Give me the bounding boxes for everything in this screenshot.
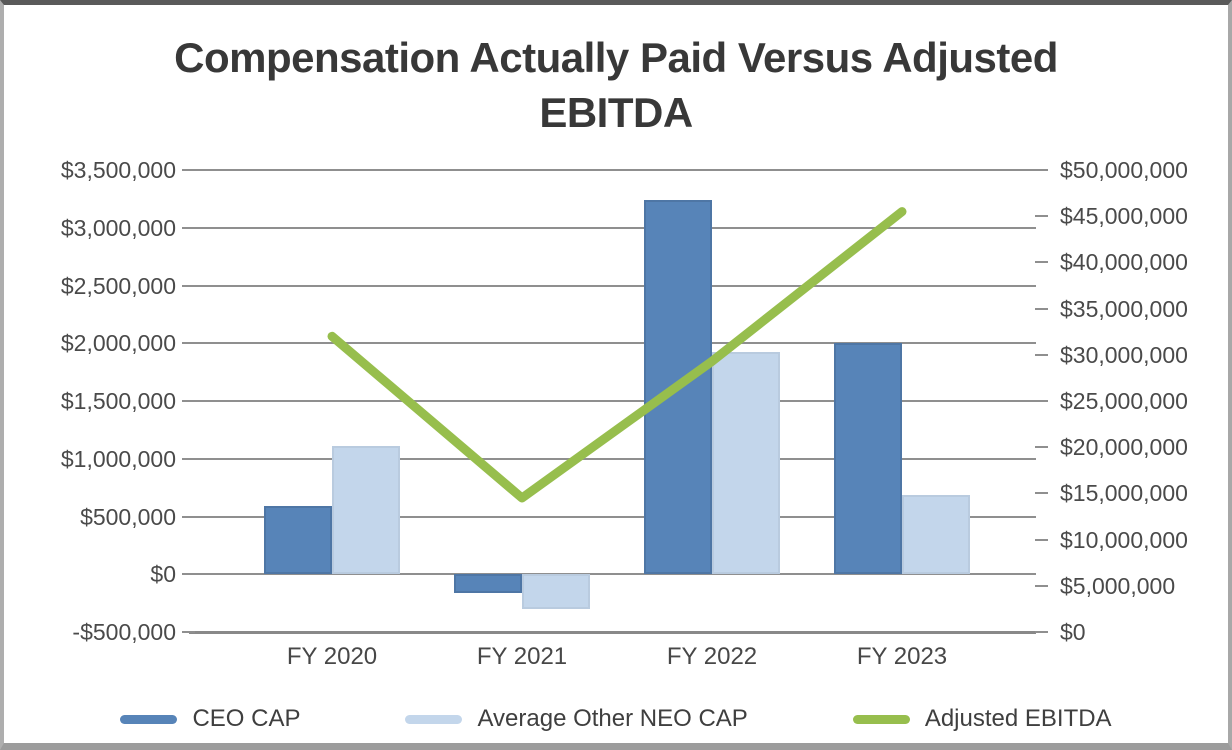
left-axis-tick	[182, 342, 195, 344]
gridline	[189, 169, 1036, 171]
left-axis-tick-label: $500,000	[80, 504, 176, 530]
legend-item-average-other-neo-cap: Average Other NEO CAP	[405, 705, 748, 733]
left-axis-tick	[182, 631, 195, 633]
left-axis-tick	[182, 458, 195, 460]
right-axis-tick-label: $30,000,000	[1060, 342, 1188, 368]
left-axis-tick	[182, 169, 195, 171]
left-axis-tick	[182, 516, 195, 518]
right-axis-tick	[1035, 585, 1048, 587]
right-axis-tick	[1035, 400, 1048, 402]
bar-ceo-cap-fy-2023	[834, 343, 902, 575]
legend-label-ceo-cap: CEO CAP	[192, 705, 301, 732]
adjusted-ebitda-line	[327, 207, 907, 503]
right-axis-tick	[1035, 354, 1048, 356]
bar-ceo-cap-fy-2022	[644, 200, 712, 575]
right-axis-tick-label: $15,000,000	[1060, 480, 1188, 506]
right-axis-tick	[1035, 215, 1048, 217]
right-axis-tick	[1035, 539, 1048, 541]
left-axis-tick-label: $3,000,000	[60, 215, 176, 241]
legend-swatch-ceo-cap	[120, 714, 178, 724]
right-axis-tick	[1035, 169, 1048, 171]
right-axis-tick-label: $40,000,000	[1060, 249, 1188, 275]
legend-label-adjusted-ebitda: Adjusted EBITDA	[924, 705, 1112, 732]
bar-average-other-neo-cap-fy-2021	[522, 574, 590, 609]
right-axis-tick	[1035, 631, 1048, 633]
chart-title-line1: Compensation Actually Paid Versus Adjust…	[174, 34, 1058, 81]
left-axis-tick-label: $2,000,000	[60, 330, 176, 356]
left-axis-tick	[182, 573, 195, 575]
right-axis-tick-label: $10,000,000	[1060, 527, 1188, 553]
right-axis-tick	[1035, 261, 1048, 263]
gridline	[189, 227, 1036, 229]
left-axis-tick	[182, 285, 195, 287]
left-axis-tick	[182, 400, 195, 402]
right-axis-tick-label: $0	[1060, 619, 1086, 645]
left-axis-tick-label: -$500,000	[72, 619, 176, 645]
x-axis-line	[189, 631, 1036, 634]
gridline	[189, 400, 1036, 402]
right-axis-tick-label: $50,000,000	[1060, 157, 1188, 183]
gridline	[189, 342, 1036, 344]
right-axis-tick-label: $35,000,000	[1060, 296, 1188, 322]
left-axis-tick-label: $0	[150, 561, 176, 587]
right-axis-tick	[1035, 492, 1048, 494]
bar-ceo-cap-fy-2021	[454, 574, 522, 593]
gridline	[189, 573, 1036, 575]
gridline	[189, 516, 1036, 518]
right-axis-tick-label: $20,000,000	[1060, 434, 1188, 460]
bar-average-other-neo-cap-fy-2023	[902, 494, 970, 575]
x-axis-label-fy-2022: FY 2022	[666, 643, 758, 670]
left-axis-tick-label: $3,500,000	[60, 157, 176, 183]
right-axis-tick-label: $25,000,000	[1060, 388, 1188, 414]
right-axis-tick	[1035, 446, 1048, 448]
bar-average-other-neo-cap-fy-2020	[332, 446, 400, 575]
left-axis-tick-label: $1,500,000	[60, 388, 176, 414]
right-axis-tick-label: $45,000,000	[1060, 203, 1188, 229]
x-axis-label-fy-2020: FY 2020	[286, 643, 378, 670]
legend-swatch-adjusted-ebitda	[852, 714, 910, 724]
chart-title-line2: EBITDA	[539, 88, 693, 136]
bar-average-other-neo-cap-fy-2022	[712, 352, 780, 575]
legend-label-average-other-neo-cap: Average Other NEO CAP	[477, 705, 748, 732]
legend-swatch-average-other-neo-cap	[405, 714, 463, 724]
x-axis-label-fy-2023: FY 2023	[856, 643, 948, 670]
chart-title: Compensation Actually Paid Versus Adjust…	[4, 31, 1228, 140]
x-axis-label-fy-2021: FY 2021	[476, 643, 568, 670]
gridline	[189, 285, 1036, 287]
left-axis-tick-label: $2,500,000	[60, 273, 176, 299]
right-axis-tick	[1035, 308, 1048, 310]
legend-item-adjusted-ebitda: Adjusted EBITDA	[852, 705, 1112, 733]
left-axis-tick-label: $1,000,000	[60, 446, 176, 472]
left-axis-tick	[182, 227, 195, 229]
legend: CEO CAP Average Other NEO CAP Adjusted EBI…	[4, 705, 1228, 733]
right-axis-tick-label: $5,000,000	[1060, 573, 1176, 599]
gridline	[189, 458, 1036, 460]
bar-ceo-cap-fy-2020	[264, 506, 332, 575]
legend-item-ceo-cap: CEO CAP	[120, 705, 300, 733]
